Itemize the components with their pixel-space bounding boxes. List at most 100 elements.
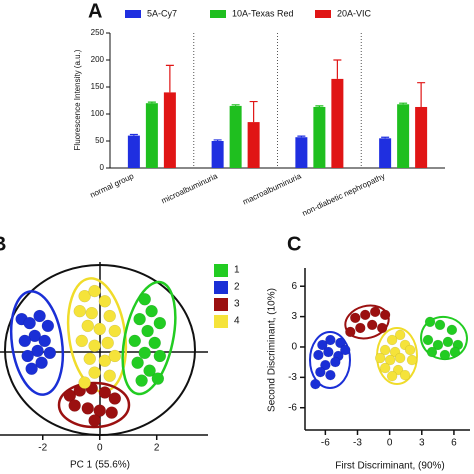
cluster-ellipse — [420, 315, 468, 361]
y-tick-label: 6 — [291, 281, 297, 292]
point — [325, 369, 336, 381]
y-tick-label: -6 — [288, 402, 297, 413]
legend-label: 1 — [234, 265, 240, 276]
point — [386, 370, 398, 382]
point — [98, 295, 112, 308]
point — [88, 414, 101, 427]
point — [315, 366, 326, 378]
error-bar — [297, 135, 306, 138]
bar — [295, 137, 308, 168]
bar — [229, 105, 242, 168]
point — [439, 349, 451, 361]
bar — [163, 92, 176, 168]
point — [359, 309, 371, 321]
legend-label: 2 — [234, 282, 240, 293]
x-tick-label: -2 — [38, 443, 47, 454]
point — [43, 346, 57, 360]
point — [93, 322, 106, 336]
error-bar — [165, 64, 174, 93]
error-bar — [129, 133, 138, 136]
point — [379, 362, 391, 374]
point — [78, 376, 91, 389]
y-tick-label: 250 — [91, 28, 105, 37]
point — [81, 402, 95, 415]
legend-swatch — [315, 10, 331, 18]
point — [345, 326, 356, 338]
point — [422, 334, 434, 346]
point — [340, 344, 351, 356]
point — [73, 304, 87, 318]
cluster-ellipse — [121, 280, 177, 396]
bar — [415, 106, 428, 168]
bar — [313, 106, 326, 168]
point — [38, 334, 51, 348]
cluster-ellipse — [309, 331, 351, 389]
point — [394, 352, 406, 364]
x-tick-label: non-diabetic nephropathy — [301, 172, 387, 218]
point — [28, 329, 42, 343]
point — [23, 316, 36, 330]
legend-label: 20A-VIC — [337, 8, 372, 18]
point — [21, 349, 34, 363]
point — [143, 364, 156, 377]
point — [133, 312, 146, 326]
point — [81, 319, 95, 333]
bar — [211, 141, 224, 168]
legend-label: 3 — [234, 299, 240, 310]
point — [141, 324, 154, 338]
x-axis-label: PC 1 (55.6%) — [70, 460, 130, 471]
point — [98, 386, 112, 399]
error-bar — [381, 136, 390, 139]
x-tick-label: macroalbuminuria — [241, 171, 303, 206]
point — [68, 399, 81, 412]
x-tick-label: normal group — [89, 171, 136, 199]
panel-label: A — [88, 0, 102, 22]
point — [151, 372, 165, 385]
legend-label: 10A-Texas Red — [232, 8, 294, 18]
error-bar — [399, 102, 408, 105]
point — [101, 336, 114, 350]
bar — [379, 138, 392, 168]
point — [83, 352, 97, 366]
bar — [145, 103, 158, 168]
point — [153, 316, 167, 330]
point — [320, 359, 331, 371]
x-tick-label: -3 — [353, 438, 362, 449]
point — [145, 304, 158, 318]
point — [434, 319, 446, 331]
point — [135, 374, 148, 387]
bar — [331, 78, 344, 168]
point — [369, 306, 381, 318]
point — [108, 392, 122, 405]
point — [33, 309, 46, 323]
x-tick-label: 6 — [451, 438, 457, 449]
point — [350, 312, 361, 324]
point — [98, 354, 112, 368]
x-tick-label: 0 — [97, 443, 103, 454]
error-bar — [249, 100, 258, 123]
point — [406, 354, 418, 366]
panel-label: C — [287, 233, 301, 255]
point — [88, 339, 101, 352]
point — [424, 316, 436, 328]
point — [394, 329, 406, 341]
y-axis-label: Fluorescence Intensity (a.u.) — [73, 49, 82, 150]
bar — [397, 104, 410, 168]
point — [366, 319, 378, 331]
x-tick-label: 0 — [387, 438, 393, 449]
error-bar — [333, 59, 342, 79]
error-bar — [231, 104, 240, 106]
y-tick-label: 50 — [95, 136, 104, 145]
x-tick-label: 2 — [154, 443, 160, 454]
point — [449, 346, 461, 358]
point — [399, 369, 411, 381]
point — [128, 334, 142, 348]
legend-swatch — [210, 10, 226, 18]
point — [379, 344, 391, 356]
point — [442, 336, 454, 348]
x-tick-label: 3 — [419, 438, 425, 449]
legend-label: 5A-Cy7 — [147, 8, 177, 18]
x-tick-label: -6 — [321, 438, 330, 449]
point — [88, 284, 101, 298]
point — [131, 356, 144, 369]
